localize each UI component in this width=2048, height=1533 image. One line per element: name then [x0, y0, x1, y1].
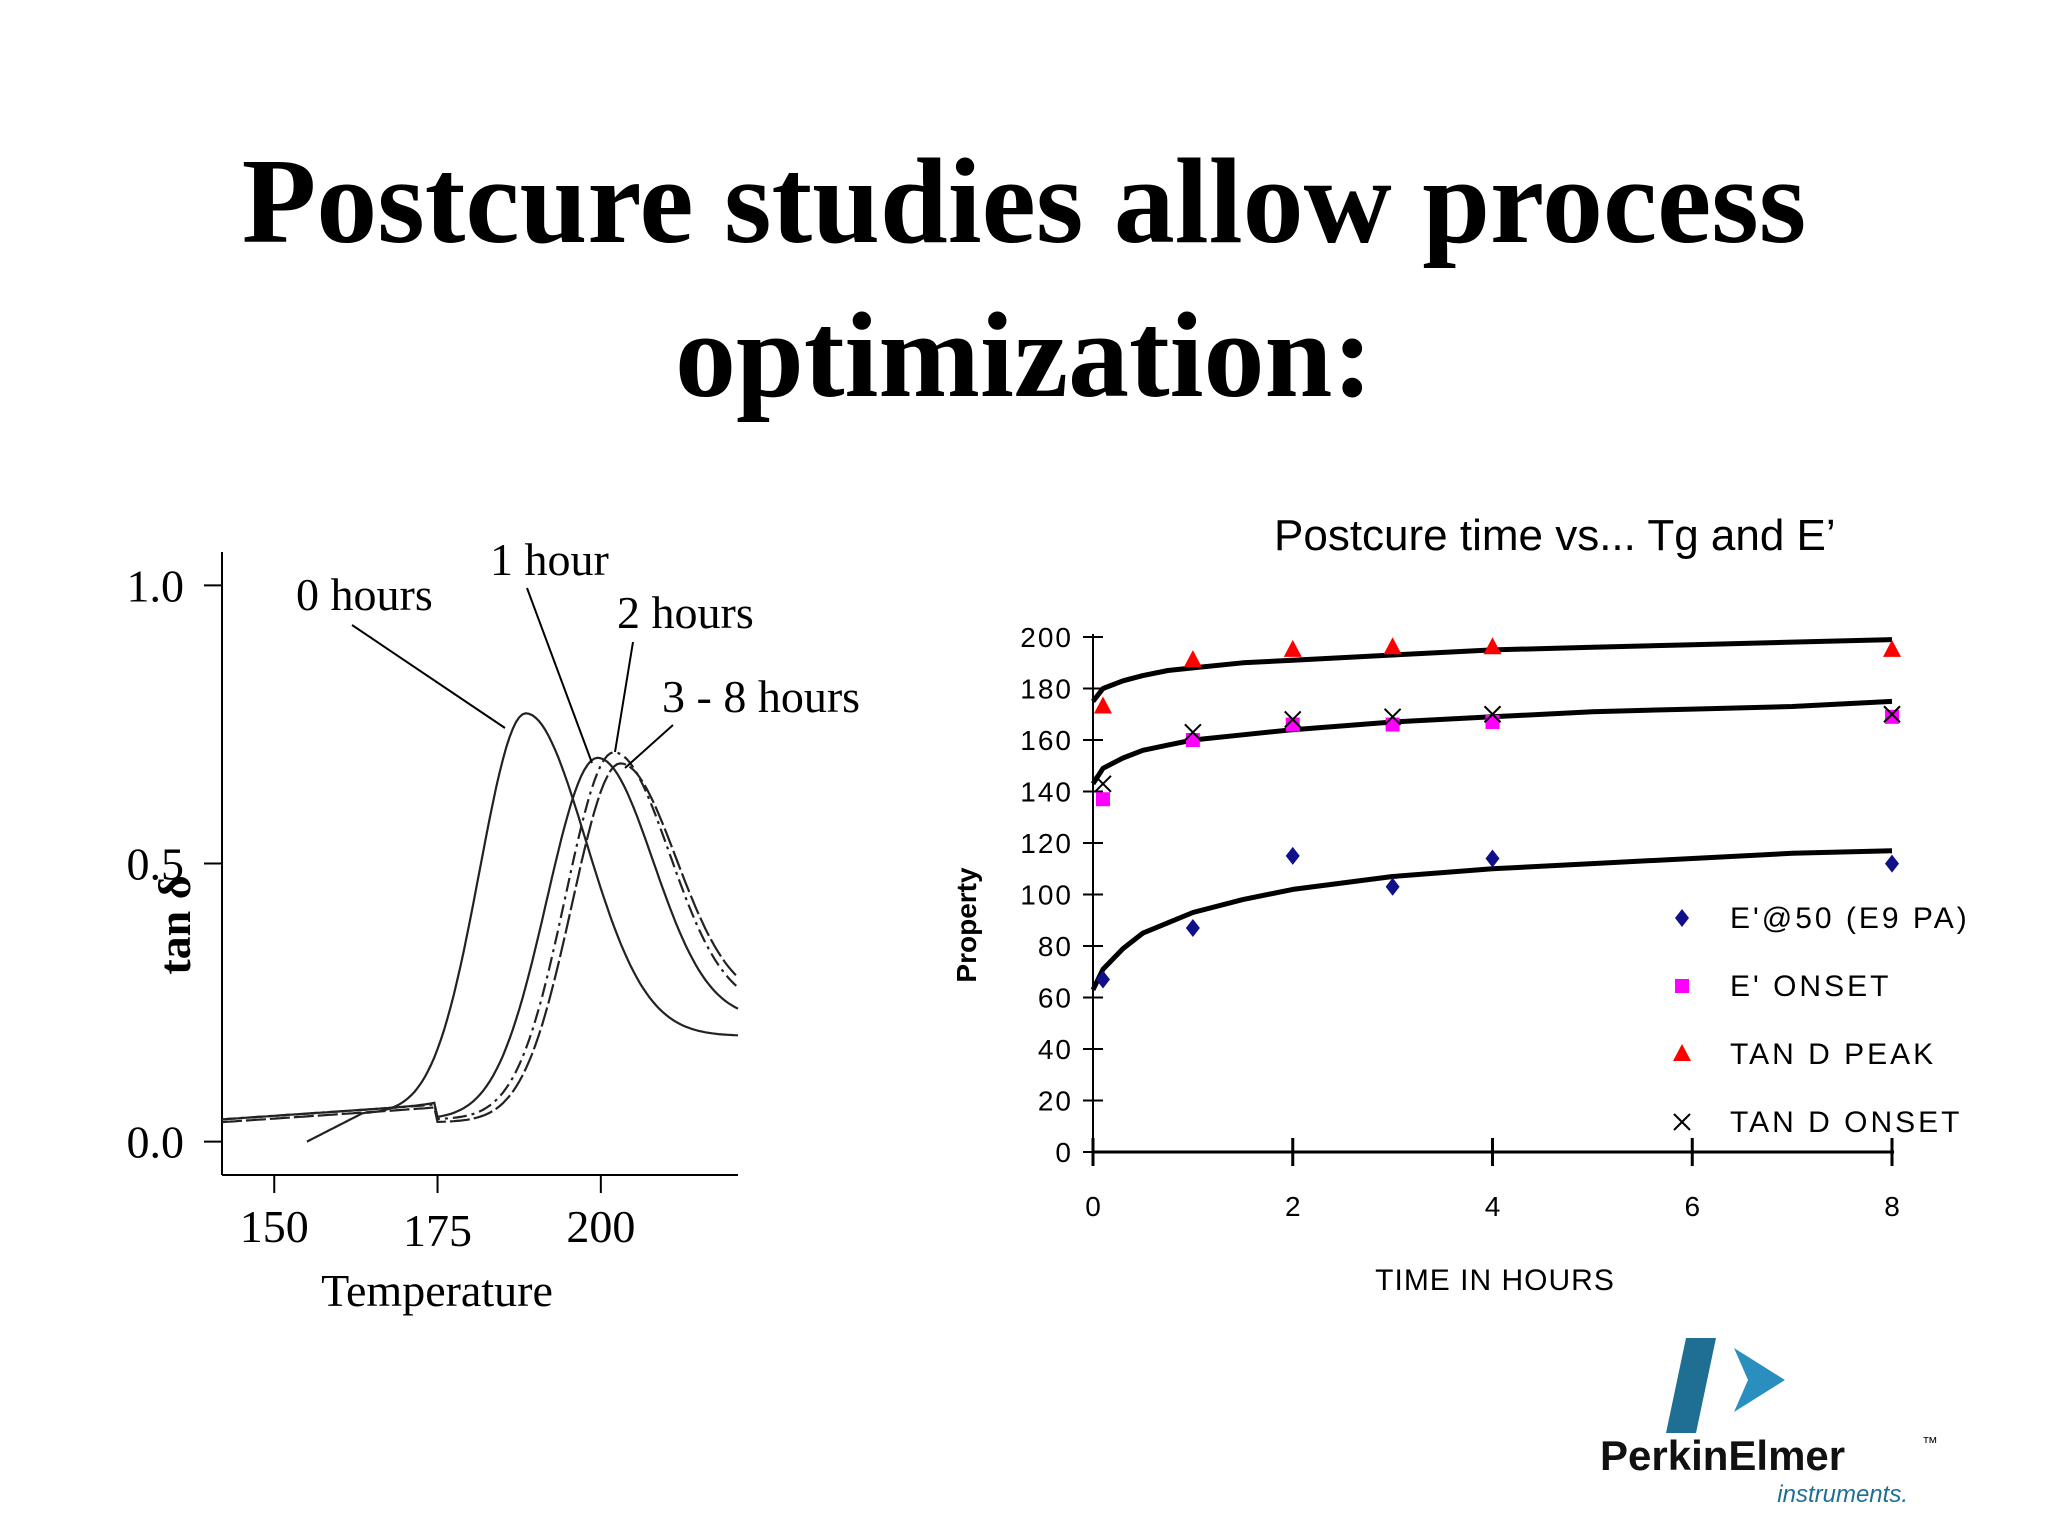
data-point-x — [1284, 710, 1302, 729]
x-tick-label: 150 — [240, 1201, 309, 1252]
y-tick-label: 120 — [1020, 828, 1073, 859]
logo-bar-icon — [1666, 1338, 1716, 1433]
logo-brand-text: PerkinElmer — [1600, 1432, 1845, 1479]
y-tick-label: 0.5 — [127, 839, 185, 890]
y-tick-label: 80 — [1038, 931, 1073, 962]
slide-title-line-1: Postcure studies allow process — [241, 134, 1807, 269]
data-point-square — [1185, 733, 1200, 747]
logo-arrow-icon — [1734, 1348, 1785, 1412]
annotation-1-hour: 1 hour — [490, 534, 609, 585]
annotation-0-hours: 0 hours — [296, 569, 433, 620]
data-point-square — [1885, 709, 1899, 724]
fit-line-1 — [1090, 698, 1893, 786]
slide-title-line-2: optimization: — [674, 288, 1374, 423]
data-point-diamond — [1385, 877, 1400, 896]
y-tick-label: 140 — [1020, 777, 1073, 808]
data-point-diamond — [1485, 849, 1500, 868]
y-tick-label: 1.0 — [127, 560, 185, 611]
y-tick-label: 0.0 — [127, 1117, 185, 1168]
tan-delta-y-axis-label: tan δ — [149, 875, 200, 974]
y-tick-label: 40 — [1038, 1034, 1073, 1065]
data-point-diamond — [1095, 970, 1110, 989]
x-tick-label: 0 — [1085, 1191, 1101, 1222]
legend-marker-diamond — [1675, 909, 1689, 927]
legend-marker-x — [1673, 1113, 1691, 1131]
fit-line-0 — [1090, 848, 1893, 991]
legend-label: E' ONSET — [1730, 970, 1891, 1003]
leader-3-8-hours — [624, 724, 674, 769]
legend-label: E'@50 (E9 PA) — [1730, 902, 1970, 935]
leader-0-hours — [351, 624, 506, 729]
y-tick-label: 60 — [1038, 983, 1073, 1014]
legend-label: TAN D ONSET — [1730, 1106, 1962, 1139]
data-point-triangle — [1283, 639, 1302, 657]
annotation-3-8-hours: 3 - 8 hours — [662, 671, 860, 722]
x-tick-label: 8 — [1884, 1191, 1900, 1222]
slide-title: Postcure studies allow process optimizat… — [0, 125, 2048, 433]
legend-marker-square — [1675, 979, 1689, 993]
data-point-diamond — [1885, 854, 1899, 873]
data-point-square — [1485, 714, 1500, 729]
tan-delta-ticks: 0.0 0.5 1.0 150 175 200 — [127, 560, 636, 1256]
data-point-square — [1385, 717, 1400, 732]
fit-line-2 — [1091, 637, 1893, 703]
y-tick-label: 100 — [1020, 880, 1073, 911]
postcure-chart: Postcure time vs... Tg and E’ 0204060801… — [951, 511, 1970, 1297]
leader-2-hours — [614, 641, 634, 753]
data-point-x — [1483, 705, 1502, 723]
legend-marker-triangle — [1673, 1044, 1691, 1061]
data-point-square — [1285, 717, 1300, 732]
postcure-legend: E'@50 (E9 PA) E' ONSET TAN D PEAK TAN D ONS… — [1673, 902, 1970, 1139]
data-point-x — [1094, 775, 1112, 793]
x-tick-label: 2 — [1285, 1191, 1301, 1222]
data-point-triangle — [1183, 650, 1202, 668]
data-point-square — [1095, 792, 1110, 807]
data-point-triangle — [1093, 696, 1112, 714]
postcure-ticks: 0 20 40 60 80 100 120 140 160 180 200 0 2 4 6 8 — [1020, 622, 1900, 1222]
data-point-diamond — [1285, 846, 1300, 865]
y-tick-label: 200 — [1020, 622, 1073, 653]
postcure-data-points — [1093, 637, 1901, 989]
perkinelmer-logo: PerkinElmer ™ instruments. — [1600, 1338, 1938, 1508]
data-point-x — [1383, 708, 1402, 726]
leader-1-hour — [526, 587, 593, 764]
data-point-triangle — [1383, 637, 1402, 655]
data-point-diamond — [1185, 918, 1200, 937]
tan-delta-curve-2 — [221, 751, 739, 1121]
tan-delta-curves — [221, 712, 739, 1143]
x-tick-label: 6 — [1684, 1191, 1700, 1222]
postcure-chart-title: Postcure time vs... Tg and E’ — [1274, 511, 1836, 560]
y-tick-label: 0 — [1055, 1137, 1073, 1168]
x-tick-label: 200 — [566, 1201, 635, 1252]
postcure-y-axis-label: Property — [951, 867, 982, 983]
y-tick-label: 180 — [1020, 674, 1073, 705]
tan-delta-curve-3 — [221, 762, 739, 1124]
data-point-x — [1184, 723, 1202, 741]
data-point-x — [1883, 705, 1901, 723]
data-point-triangle — [1483, 637, 1502, 655]
x-tick-label: 4 — [1485, 1191, 1501, 1222]
tan-delta-x-axis-label: Temperature — [321, 1265, 553, 1316]
y-tick-label: 20 — [1038, 1086, 1073, 1117]
legend-label: TAN D PEAK — [1730, 1038, 1936, 1071]
logo-subtitle: instruments. — [1777, 1481, 1908, 1508]
y-tick-label: 160 — [1020, 725, 1073, 756]
postcure-fit-lines — [1090, 637, 1893, 991]
postcure-x-axis-label: TIME IN HOURS — [1375, 1264, 1615, 1297]
annotation-2-hours: 2 hours — [617, 587, 754, 638]
tan-delta-chart: 0.0 0.5 1.0 150 175 200 Temperature tan δ 0 h… — [127, 534, 861, 1316]
tan-delta-curve-1 — [221, 756, 739, 1121]
logo-tm: ™ — [1922, 1435, 1938, 1452]
x-tick-label: 175 — [403, 1205, 472, 1256]
data-point-triangle — [1883, 639, 1901, 657]
